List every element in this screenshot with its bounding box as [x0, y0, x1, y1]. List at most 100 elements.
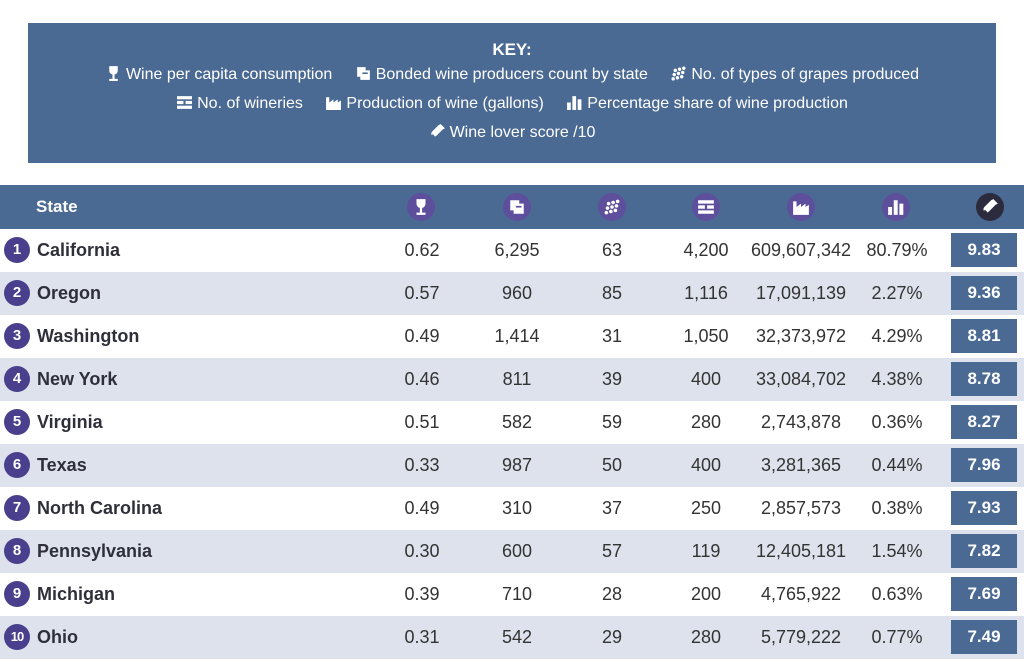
per-capita-cell: 0.62	[404, 240, 440, 260]
share-cell: 4.38%	[871, 369, 923, 389]
bottle-icon	[976, 193, 1004, 221]
grapes-cell: 63	[601, 240, 623, 260]
gallons-cell: 32,373,972	[755, 326, 847, 346]
per-capita-cell: 0.33	[404, 455, 440, 475]
key-label: No. of types of grapes produced	[691, 66, 920, 83]
grapes-cell: 59	[601, 412, 623, 432]
share-cell: 0.77%	[871, 627, 923, 647]
share-cell: 0.38%	[871, 498, 923, 518]
state-name: Virginia	[37, 412, 103, 432]
gallons-cell: 2,857,573	[760, 498, 842, 518]
table-row: 1 California 0.62 6,295 63 4,200 609,607…	[0, 229, 1024, 272]
key-title: KEY:	[492, 40, 532, 59]
grapes-icon	[671, 66, 686, 81]
table-row: 3 Washington 0.49 1,414 31 1,050 32,373,…	[0, 315, 1024, 358]
wineries-cell: 280	[690, 627, 722, 647]
key-label: No. of wineries	[197, 95, 303, 112]
rank-badge: 8	[4, 538, 30, 564]
table-row: 2 Oregon 0.57 960 85 1,116 17,091,139 2.…	[0, 272, 1024, 315]
rank-badge: 10	[4, 624, 30, 650]
per-capita-cell: 0.39	[404, 584, 440, 604]
wineries-cell: 200	[690, 584, 722, 604]
grapes-cell: 85	[601, 283, 623, 303]
grapes-cell: 37	[601, 498, 623, 518]
wineries-cell: 280	[690, 412, 722, 432]
key-panel: KEY: Wine per capita consumption Bonded …	[28, 23, 996, 163]
state-name: Washington	[37, 326, 140, 346]
state-name: Ohio	[37, 627, 78, 647]
gallons-cell: 33,084,702	[755, 369, 847, 389]
key-label: Bonded wine producers count by state	[375, 66, 648, 83]
bonded-producer-icon	[356, 67, 370, 80]
gallons-cell: 3,281,365	[760, 455, 842, 475]
bonded-cell: 310	[501, 498, 533, 518]
wine-glass-icon	[109, 66, 118, 81]
key-row-2: No. of wineries Production of wine (gall…	[28, 89, 996, 118]
factory-icon	[787, 193, 815, 221]
share-cell: 80.79%	[866, 240, 928, 260]
per-capita-cell: 0.57	[404, 283, 440, 303]
gallons-cell: 2,743,878	[760, 412, 842, 432]
state-name: Oregon	[37, 283, 102, 303]
table-row: 8 Pennsylvania 0.30 600 57 119 12,405,18…	[0, 530, 1024, 573]
grapes-icon	[598, 193, 626, 221]
gallons-cell: 17,091,139	[755, 283, 847, 303]
key-item-grapes: No. of types of grapes produced	[670, 60, 919, 89]
grapes-cell: 39	[601, 369, 623, 389]
rank-badge: 9	[4, 581, 30, 607]
bar-chart-icon	[567, 96, 582, 110]
wineries-cell: 250	[690, 498, 722, 518]
table-row: 4 New York 0.46 811 39 400 33,084,702 4.…	[0, 358, 1024, 401]
key-item-wineries: No. of wineries	[176, 89, 303, 118]
per-capita-cell: 0.49	[404, 326, 440, 346]
bonded-cell: 1,414	[494, 326, 540, 346]
key-label: Percentage share of wine production	[587, 95, 848, 112]
key-item-score: Wine lover score /10	[429, 118, 595, 147]
rank-badge: 2	[4, 280, 30, 306]
per-capita-cell: 0.30	[404, 541, 440, 561]
factory-icon	[326, 97, 342, 110]
per-capita-cell: 0.49	[404, 498, 440, 518]
wineries-cell: 4,200	[683, 240, 729, 260]
share-cell: 0.63%	[871, 584, 923, 604]
rank-badge: 5	[4, 409, 30, 435]
gallons-cell: 4,765,922	[760, 584, 842, 604]
score-badge: 8.81	[951, 319, 1017, 353]
winery-icon	[177, 96, 193, 109]
rank-badge: 3	[4, 323, 30, 349]
bonded-cell: 811	[502, 369, 532, 389]
rank-badge: 4	[4, 366, 30, 392]
state-name: New York	[37, 369, 118, 389]
bonded-cell: 582	[501, 412, 533, 432]
key-item-share: Percentage share of wine production	[566, 89, 848, 118]
gallons-cell: 5,779,222	[760, 627, 842, 647]
score-badge: 7.96	[951, 448, 1017, 482]
grapes-cell: 29	[601, 627, 623, 647]
per-capita-cell: 0.51	[404, 412, 440, 432]
grapes-cell: 28	[601, 584, 623, 604]
state-name: Pennsylvania	[37, 541, 153, 561]
table-header: State	[0, 185, 1024, 229]
grapes-cell: 57	[601, 541, 623, 561]
bonded-cell: 600	[501, 541, 533, 561]
bonded-cell: 542	[501, 627, 533, 647]
score-badge: 7.93	[951, 491, 1017, 525]
key-row-1: Wine per capita consumption Bonded wine …	[28, 60, 996, 89]
score-badge: 9.36	[951, 276, 1017, 310]
state-column-header: State	[36, 197, 78, 216]
key-label: Wine per capita consumption	[125, 66, 333, 83]
score-badge: 7.49	[951, 620, 1017, 654]
bonded-cell: 987	[501, 455, 533, 475]
rank-badge: 7	[4, 495, 30, 521]
share-cell: 0.44%	[871, 455, 923, 475]
score-badge: 8.27	[951, 405, 1017, 439]
table-row: 7 North Carolina 0.49 310 37 250 2,857,5…	[0, 487, 1024, 530]
state-name: North Carolina	[37, 498, 163, 518]
wineries-cell: 119	[691, 541, 721, 561]
key-item-bonded: Bonded wine producers count by state	[355, 60, 648, 89]
bonded-producer-icon	[503, 193, 531, 221]
rank-badge: 6	[4, 452, 30, 478]
bar-chart-icon	[882, 193, 910, 221]
share-cell: 4.29%	[871, 326, 923, 346]
winery-icon	[692, 193, 720, 221]
